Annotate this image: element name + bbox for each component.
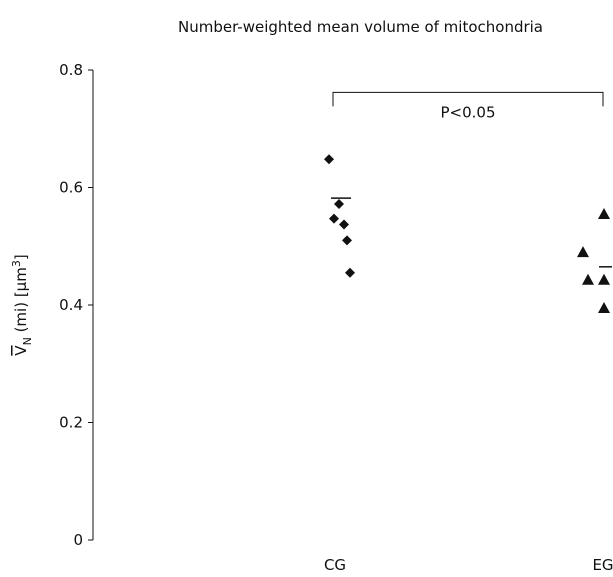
y-label-superscript: 3 (10, 260, 23, 267)
y-label-symbol: V (12, 345, 30, 356)
y-label-text: VN (mi) [μm3] (10, 254, 34, 355)
chart-title: Number-weighted mean volume of mitochond… (178, 18, 543, 36)
y-label: VN (mi) [μm3] (10, 254, 34, 355)
y-tick-label: 0.8 (59, 61, 83, 79)
y-label-close: ] (12, 254, 30, 260)
diamond-point (329, 213, 339, 224)
y-tick-label: 0.4 (59, 296, 83, 314)
y-axis-label: VN (mi) [μm3] (10, 254, 34, 355)
y-tick-label: 0.6 (59, 179, 83, 197)
triangle-point (577, 246, 589, 258)
data-points (324, 154, 612, 313)
triangle-point (582, 273, 594, 285)
diamond-point (342, 235, 352, 246)
y-tick-label: 0 (73, 531, 83, 549)
diamond-point (345, 267, 355, 278)
triangle-point (598, 301, 610, 313)
category-label: EG (592, 556, 613, 574)
diamond-point (324, 154, 334, 165)
triangle-point (598, 273, 610, 285)
bracket-line (332, 91, 604, 107)
category-labels: CG EG (324, 556, 613, 574)
y-axis: 0 0.2 0.4 0.6 0.8 (59, 61, 94, 549)
significance-bracket: P<0.05 (332, 91, 604, 121)
p-value-label: P<0.05 (440, 103, 495, 121)
category-label: CG (324, 556, 346, 574)
diamond-point (334, 198, 344, 209)
y-label-rest: (mi) [μm (12, 267, 30, 337)
triangle-point (598, 207, 610, 219)
diamond-point (339, 219, 349, 230)
y-tick-label: 0.2 (59, 414, 83, 432)
y-label-subscript: N (21, 337, 34, 345)
